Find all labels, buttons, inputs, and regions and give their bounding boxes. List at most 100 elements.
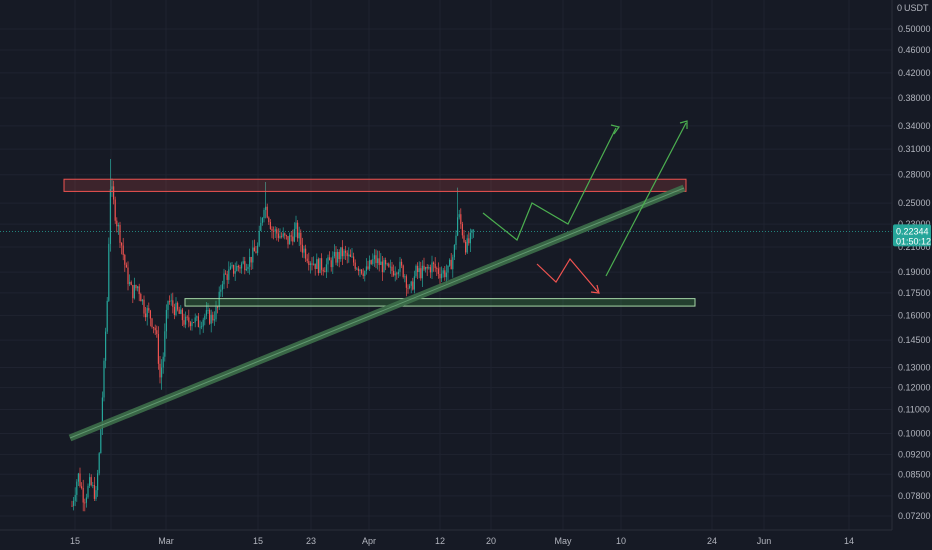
candle-body bbox=[473, 229, 475, 231]
candle-body bbox=[137, 286, 139, 289]
candle-body bbox=[82, 487, 84, 503]
candle-body bbox=[353, 256, 355, 263]
candle-body bbox=[186, 316, 188, 318]
candle-body bbox=[316, 259, 318, 269]
candles bbox=[71, 159, 475, 512]
grid bbox=[0, 0, 892, 530]
candle-body bbox=[375, 255, 377, 264]
candle-body bbox=[145, 313, 147, 318]
candle-body bbox=[397, 271, 399, 275]
candle-body bbox=[210, 314, 212, 324]
candle-body bbox=[209, 310, 211, 324]
candle-body bbox=[319, 258, 321, 273]
candle-body bbox=[143, 299, 145, 314]
candle-body bbox=[165, 309, 167, 332]
candle-body bbox=[468, 238, 470, 244]
price-tick-label: 0.23000 bbox=[898, 219, 931, 229]
candle-body bbox=[151, 318, 153, 327]
candle-body bbox=[156, 330, 158, 335]
candle-body bbox=[116, 220, 118, 227]
candle-body bbox=[327, 257, 329, 265]
candle-body bbox=[417, 265, 419, 273]
candle-body bbox=[306, 258, 308, 262]
candle-body bbox=[90, 477, 92, 486]
candle-body bbox=[346, 252, 348, 257]
candle-body bbox=[362, 273, 364, 277]
candle-body bbox=[434, 264, 436, 269]
candle-body bbox=[194, 317, 196, 323]
candle-body bbox=[205, 310, 207, 316]
candle-body bbox=[423, 265, 425, 270]
candle-body bbox=[370, 260, 372, 264]
candle-body bbox=[196, 316, 198, 318]
candle-body bbox=[234, 271, 236, 274]
candle-body bbox=[309, 263, 311, 265]
candle-body bbox=[85, 497, 87, 503]
candle-body bbox=[436, 268, 438, 269]
candle-body bbox=[207, 310, 209, 311]
candle-body bbox=[229, 266, 231, 270]
candle-body bbox=[191, 322, 193, 327]
candle-body bbox=[333, 251, 335, 257]
candle-body bbox=[178, 309, 180, 314]
candle-body bbox=[295, 222, 297, 229]
candle-body bbox=[458, 214, 460, 218]
candle-body bbox=[277, 233, 279, 238]
candle-body bbox=[345, 250, 347, 253]
time-tick-label: Mar bbox=[158, 536, 174, 546]
candle-body bbox=[442, 270, 444, 274]
candle-body bbox=[354, 262, 356, 269]
candle-body bbox=[276, 229, 278, 234]
candle-body bbox=[274, 229, 276, 232]
candle-body bbox=[469, 232, 471, 244]
candle-body bbox=[169, 301, 171, 302]
candle-body bbox=[420, 268, 422, 279]
candle-body bbox=[101, 397, 103, 430]
candle-body bbox=[188, 317, 190, 323]
candle-body bbox=[330, 260, 332, 268]
price-tick-label: 0.14500 bbox=[898, 335, 931, 345]
candle-body bbox=[84, 502, 86, 504]
candle-body bbox=[303, 248, 305, 253]
price-axis[interactable]: 0.50000 0.46000 0.42000 0.38000 0.34000 0.310… bbox=[898, 24, 931, 521]
candle-body bbox=[461, 224, 463, 236]
candle-body bbox=[157, 334, 159, 364]
last-price-value: 0.22344 bbox=[896, 226, 929, 236]
candle-body bbox=[372, 259, 374, 264]
candle-body bbox=[444, 270, 446, 278]
candle-body bbox=[244, 261, 246, 271]
candle-body bbox=[253, 247, 255, 252]
candle-body bbox=[361, 269, 363, 274]
time-axis[interactable]: 15 Mar 15 23 Apr 12 20 May 10 24 Jun 14 bbox=[70, 536, 854, 546]
candle-body bbox=[463, 235, 465, 242]
candle-body bbox=[367, 266, 369, 269]
candle-body bbox=[135, 285, 137, 289]
candle-body bbox=[162, 356, 164, 368]
price-tick-label: 0.31000 bbox=[898, 144, 931, 154]
candle-body bbox=[407, 287, 409, 289]
price-tick-label: 0.07800 bbox=[898, 491, 931, 501]
candle-body bbox=[95, 490, 97, 499]
candle-body bbox=[460, 214, 462, 225]
price-tag-box bbox=[893, 224, 931, 247]
candle-body bbox=[281, 235, 283, 237]
price-tick-label: 0.21000 bbox=[898, 242, 931, 252]
axis-zero-label: 0 bbox=[897, 3, 902, 13]
candle-body bbox=[213, 319, 215, 321]
candle-body bbox=[140, 294, 142, 302]
candle-body bbox=[113, 186, 115, 200]
candle-body bbox=[447, 265, 449, 273]
time-tick-label: 15 bbox=[253, 536, 263, 546]
candle-body bbox=[385, 260, 387, 265]
price-tick-label: 0.10000 bbox=[898, 428, 931, 438]
candle-body bbox=[405, 276, 407, 288]
candle-body bbox=[221, 284, 223, 290]
candle-body bbox=[117, 224, 119, 227]
candle-body bbox=[242, 261, 244, 264]
candle-body bbox=[325, 264, 327, 272]
candle-body bbox=[181, 309, 183, 321]
candle-body bbox=[231, 265, 233, 267]
price-tick-label: 0.09200 bbox=[898, 449, 931, 459]
candle-body bbox=[418, 268, 420, 273]
